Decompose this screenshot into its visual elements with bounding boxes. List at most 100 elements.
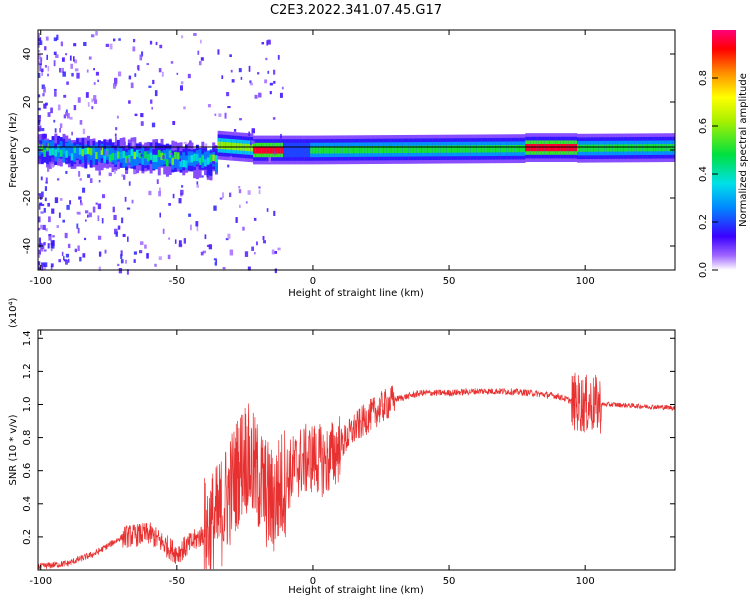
heatmap-noise <box>47 243 50 249</box>
heatmap-cell <box>489 145 493 153</box>
heatmap-noise <box>152 79 155 85</box>
heatmap-cell <box>416 145 420 153</box>
heatmap-cell <box>122 153 126 168</box>
heatmap-noise <box>65 170 68 174</box>
heatmap-noise <box>169 152 173 155</box>
heatmap-cell <box>225 142 229 150</box>
x-tick-label: 100 <box>576 576 595 587</box>
heatmap-cell <box>615 144 619 152</box>
heatmap-noise <box>104 249 107 254</box>
heatmap-noise <box>229 192 232 198</box>
heatmap-cell <box>647 144 651 152</box>
heatmap-noise <box>148 85 152 88</box>
heatmap-noise <box>50 240 55 246</box>
heatmap-noise <box>201 175 204 178</box>
heatmap-cell <box>473 145 477 153</box>
heatmap-noise <box>267 70 270 74</box>
heatmap-noise <box>66 81 69 85</box>
y-tick-label: 20 <box>22 96 33 109</box>
y-tick-label: 1.0 <box>22 397 33 413</box>
heatmap-noise <box>45 228 48 232</box>
colorbar-tick-label: 0.0 <box>698 262 709 278</box>
heatmap-cell <box>136 149 140 157</box>
heatmap-noise <box>227 164 230 168</box>
heatmap-cell <box>419 145 423 153</box>
heatmap-noise <box>159 44 163 49</box>
heatmap-noise <box>240 76 243 80</box>
heatmap-noise <box>47 73 49 77</box>
heatmap-noise <box>66 204 70 210</box>
heatmap-cell <box>214 155 218 163</box>
heatmap-cell <box>67 149 71 157</box>
y-tick-label: 0 <box>22 147 33 153</box>
heatmap-cell <box>620 144 624 152</box>
heatmap-noise <box>91 106 94 110</box>
heatmap-noise <box>39 202 43 205</box>
heatmap-cell <box>182 160 186 168</box>
heatmap-noise <box>217 49 220 55</box>
heatmap-noise <box>101 218 104 224</box>
colorbar-ticks: 0.0 0.2 0.4 0.6 0.8 <box>698 70 718 278</box>
heatmap-cell <box>87 146 91 154</box>
heatmap-noise <box>41 203 45 207</box>
heatmap-cell <box>585 144 589 152</box>
heatmap-cell <box>397 145 401 154</box>
heatmap-cell <box>547 144 551 152</box>
heatmap-noise <box>79 178 82 181</box>
heatmap-noise <box>121 174 124 177</box>
heatmap-noise <box>213 258 217 261</box>
heatmap-noise <box>139 54 143 61</box>
heatmap-cell <box>492 145 496 153</box>
heatmap-noise <box>45 151 49 158</box>
heatmap-noise <box>56 34 59 40</box>
x-tick-label: 0 <box>310 276 316 287</box>
heatmap-noise <box>56 178 60 181</box>
heatmap-cell <box>359 146 363 154</box>
heatmap-noise <box>54 88 57 91</box>
heatmap-noise <box>128 75 132 80</box>
heatmap-noise <box>58 212 61 218</box>
heatmap-cell <box>130 148 134 156</box>
heatmap-cell <box>666 144 670 152</box>
heatmap-noise <box>281 86 284 90</box>
heatmap-cell <box>342 146 346 154</box>
heatmap-noise <box>78 170 81 177</box>
heatmap-noise <box>251 246 255 251</box>
heatmap-noise <box>77 97 81 103</box>
heatmap-cell <box>272 146 276 154</box>
heatmap-cell <box>503 145 507 153</box>
heatmap-noise <box>95 71 99 76</box>
heatmap-noise <box>172 193 175 199</box>
heatmap-cell <box>163 153 167 161</box>
heatmap-cell <box>631 144 635 152</box>
heatmap-cell <box>598 144 602 152</box>
heatmap-noise <box>40 57 43 62</box>
y-tick-label: 0.4 <box>22 496 33 512</box>
heatmap-noise <box>247 266 251 271</box>
heatmap-noise <box>212 161 216 165</box>
heatmap-noise <box>43 264 47 270</box>
heatmap-cell <box>95 151 99 160</box>
heatmap-noise <box>159 187 161 194</box>
heatmap-cell <box>201 155 205 163</box>
heatmap-noise <box>44 262 48 268</box>
heatmap-noise <box>78 196 82 200</box>
heatmap-cell <box>81 149 85 157</box>
heatmap-noise <box>204 234 207 240</box>
heatmap-noise <box>133 259 136 263</box>
heatmap-noise <box>251 128 255 134</box>
heatmap-noise <box>227 233 231 239</box>
heatmap-noise <box>50 265 53 270</box>
heatmap-cell <box>179 159 183 167</box>
heatmap-noise <box>125 259 127 264</box>
heatmap-noise <box>268 157 271 163</box>
heatmap-cell <box>269 146 273 154</box>
heatmap-noise <box>56 225 59 228</box>
heatmap-noise <box>85 92 89 98</box>
heatmap-noise <box>253 217 257 221</box>
heatmap-noise <box>126 269 129 275</box>
heatmap-noise <box>196 226 199 232</box>
heatmap-cell <box>514 145 518 153</box>
heatmap-noise <box>53 119 56 123</box>
heatmap-noise <box>44 186 48 192</box>
